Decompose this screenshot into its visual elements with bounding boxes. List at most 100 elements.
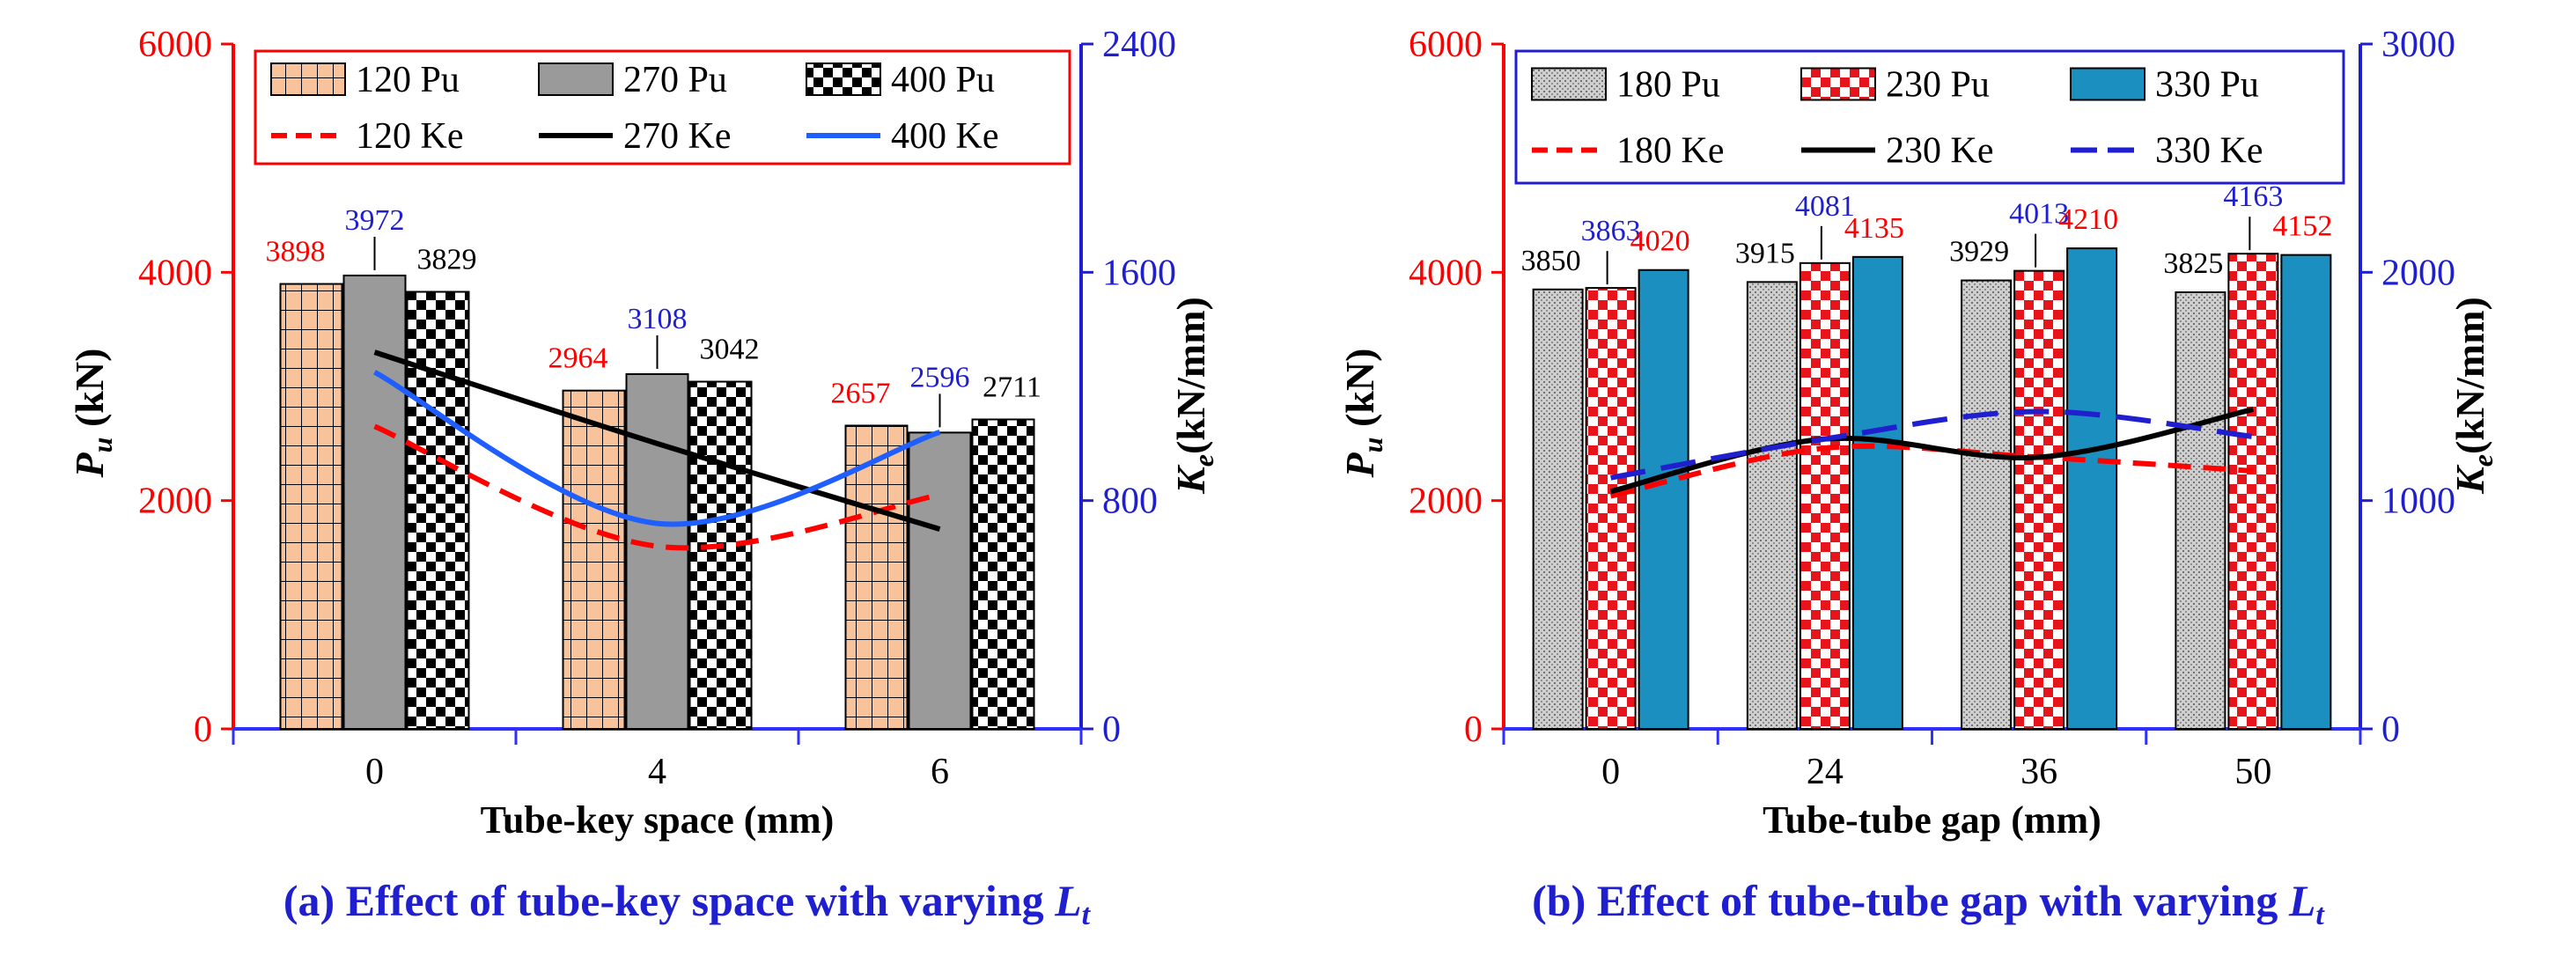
legend-label: 230 Ke bbox=[1886, 131, 1993, 172]
bar-400-pu bbox=[971, 418, 1035, 730]
left-tick-label: 4000 bbox=[138, 253, 212, 293]
legend-label: 400 Ke bbox=[891, 116, 998, 157]
left-tick-label: 0 bbox=[194, 710, 212, 750]
line-120-ke bbox=[373, 423, 941, 551]
legend-label: 330 Ke bbox=[2155, 131, 2263, 172]
right-tick-label: 2400 bbox=[1102, 25, 1176, 65]
bar-270-pu bbox=[342, 274, 407, 730]
bar-180-pu bbox=[1746, 281, 1798, 730]
bar-270-pu bbox=[908, 431, 972, 730]
bar-value-label: 3898 bbox=[266, 236, 326, 268]
bar-330-pu bbox=[2066, 247, 2118, 730]
bar-270-pu bbox=[625, 372, 689, 730]
bar-value-label: 4163 bbox=[2223, 180, 2283, 213]
caption-a: (a) Effect of tube-key space with varyin… bbox=[283, 876, 1091, 931]
right-axis-label: Ke(kN/mm) bbox=[1168, 297, 1219, 495]
right-tick-label: 0 bbox=[2381, 710, 2400, 750]
legend-swatch bbox=[2070, 67, 2145, 101]
right-tick-label: 0 bbox=[1102, 710, 1121, 750]
bar-400-pu bbox=[406, 290, 470, 730]
x-tick-label: 24 bbox=[1807, 752, 1844, 792]
bar-230-pu bbox=[2013, 269, 2065, 731]
legend-label: 120 Ke bbox=[356, 116, 463, 157]
bar-value-label: 4152 bbox=[2272, 210, 2332, 243]
legend-swatch bbox=[1800, 67, 1876, 101]
line-270-ke bbox=[373, 349, 941, 532]
bar-value-label: 3929 bbox=[1949, 236, 2009, 268]
chart-b: 0 2000 4000 6000 0 1000 2000 3000 0 24 36 50 Tube-tu… bbox=[1337, 25, 2499, 842]
legend-label: 180 Ke bbox=[1616, 131, 1724, 172]
legend-label: 230 Pu bbox=[1886, 65, 1990, 106]
bar-400-pu bbox=[688, 380, 753, 730]
legend-swatch bbox=[1531, 67, 1607, 101]
bar-value-label: 4013 bbox=[2009, 198, 2069, 231]
legend: 180 Pu 230 Pu 330 Pu 180 Ke 230 Ke 330 Ke bbox=[1514, 49, 2345, 185]
right-tick-label: 2000 bbox=[2381, 253, 2455, 293]
right-tick-label: 800 bbox=[1102, 482, 1158, 522]
line-230-ke bbox=[1609, 407, 2255, 495]
left-tick-label: 4000 bbox=[1409, 253, 1483, 293]
bar-330-pu bbox=[2280, 254, 2332, 730]
legend-label: 180 Pu bbox=[1616, 65, 1720, 106]
legend-label: 270 Pu bbox=[623, 60, 727, 100]
bar-value-label: 2711 bbox=[983, 371, 1041, 403]
bar-value-label: 4020 bbox=[1630, 225, 1690, 258]
legend-swatch bbox=[538, 63, 614, 96]
left-tick-label: 2000 bbox=[138, 482, 212, 522]
bar-value-label: 3915 bbox=[1735, 237, 1795, 269]
right-tick-label: 3000 bbox=[2381, 25, 2455, 65]
bar-230-pu bbox=[1585, 287, 1637, 730]
bar-330-pu bbox=[1851, 255, 1903, 731]
x-tick-label: 0 bbox=[365, 752, 384, 792]
x-tick-label: 4 bbox=[648, 752, 666, 792]
legend-frame bbox=[1514, 49, 2345, 185]
x-axis-label: Tube-key space (mm) bbox=[481, 798, 835, 842]
x-tick-label: 50 bbox=[2234, 752, 2271, 792]
bar-330-pu bbox=[1638, 268, 1689, 730]
legend-label: 400 Pu bbox=[891, 60, 995, 100]
line-400-ke bbox=[373, 370, 941, 527]
left-tick-label: 6000 bbox=[138, 25, 212, 65]
legend: 120 Pu 270 Pu 400 Pu 120 Ke 270 Ke 400 Ke bbox=[254, 49, 1071, 165]
left-axis-label: Pu (kN) bbox=[67, 349, 118, 479]
legend-swatch bbox=[806, 63, 881, 96]
bar-120-pu bbox=[279, 283, 343, 730]
line-330-ke bbox=[1610, 408, 2254, 481]
right-axis-label: Ke(kN/mm) bbox=[2447, 297, 2499, 495]
bar-180-pu bbox=[1532, 288, 1584, 730]
x-tick-label: 6 bbox=[931, 752, 949, 792]
legend-frame bbox=[254, 49, 1071, 165]
legend-label: 330 Pu bbox=[2155, 65, 2259, 106]
bar-value-label: 3972 bbox=[345, 204, 405, 237]
chart-a: 0 2000 4000 6000 0 800 1600 2400 0 4 6 Tube-key spa… bbox=[67, 25, 1219, 842]
bar-value-label: 3042 bbox=[700, 334, 760, 366]
caption-b: (b) Effect of tube-tube gap with varying… bbox=[1532, 876, 2324, 931]
bar-value-label: 3829 bbox=[417, 244, 477, 276]
bar-value-label: 2657 bbox=[831, 377, 891, 409]
x-tick-label: 36 bbox=[2020, 752, 2057, 792]
bar-180-pu bbox=[2175, 291, 2226, 730]
right-tick-label: 1600 bbox=[1102, 253, 1176, 293]
bar-230-pu bbox=[1799, 261, 1851, 730]
bar-value-label: 3863 bbox=[1581, 215, 1641, 247]
left-tick-label: 6000 bbox=[1409, 25, 1483, 65]
bar-value-label: 4135 bbox=[1844, 212, 1904, 245]
bar-120-pu bbox=[844, 424, 909, 730]
bar-value-label: 4210 bbox=[2058, 203, 2118, 236]
bar-value-label: 3850 bbox=[1521, 245, 1581, 277]
bar-value-label: 2596 bbox=[910, 361, 970, 393]
x-tick-label: 0 bbox=[1601, 752, 1620, 792]
left-tick-label: 2000 bbox=[1409, 482, 1483, 522]
bar-value-label: 3108 bbox=[628, 303, 688, 335]
left-tick-label: 0 bbox=[1464, 710, 1483, 750]
legend-swatch bbox=[270, 63, 346, 96]
right-tick-label: 1000 bbox=[2381, 482, 2455, 522]
legend-label: 270 Ke bbox=[623, 116, 731, 157]
bar-value-label: 2964 bbox=[548, 342, 608, 375]
bar-value-label: 3825 bbox=[2163, 247, 2223, 280]
left-axis-label: Pu (kN) bbox=[1337, 349, 1388, 479]
bar-180-pu bbox=[1961, 279, 2013, 730]
bar-120-pu bbox=[562, 389, 626, 730]
x-axis-label: Tube-tube gap (mm) bbox=[1763, 798, 2101, 842]
